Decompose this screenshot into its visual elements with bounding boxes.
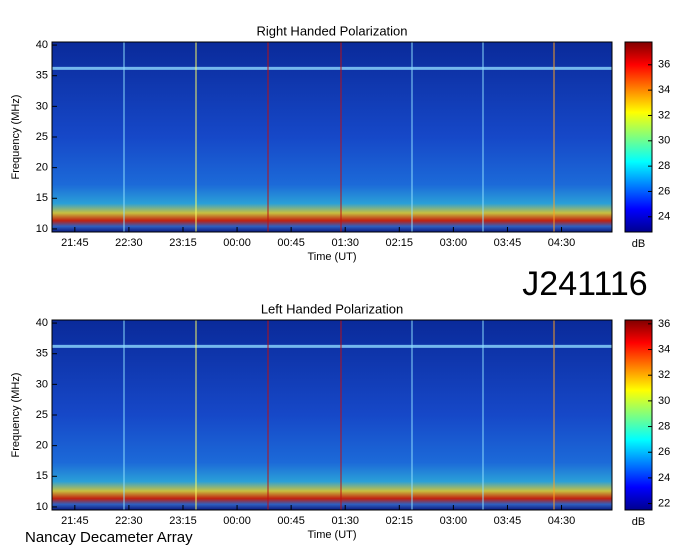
interference-band [52,344,612,348]
x-tick-label: 00:00 [223,515,251,527]
colorbar-tick-label: 24 [658,211,670,223]
x-tick-label: 03:45 [494,515,522,527]
colorbar-tick-label: 32 [658,109,670,121]
colorbar [624,41,653,233]
colorbar-label: dB [632,516,645,528]
colorbar-tick-label: 28 [658,420,670,432]
chart-title: Right Handed Polarization [256,23,407,38]
y-tick-label: 10 [36,501,48,513]
x-axis-label: Time (UT) [307,251,356,263]
y-tick-label: 15 [36,470,48,482]
x-tick-label: 23:15 [169,515,197,527]
x-tick-label: 04:30 [548,515,576,527]
spectrogram [52,320,612,510]
x-tick-label: 04:30 [548,237,576,249]
y-tick-label: 30 [36,378,48,390]
x-tick-label: 00:45 [277,237,305,249]
y-tick-label: 35 [36,348,48,360]
x-tick-label: 03:45 [494,237,522,249]
colorbar-tick-label: 36 [658,59,670,71]
x-tick-label: 22:30 [115,237,143,249]
x-tick-label: 02:15 [386,237,414,249]
colorbar-tick-label: 30 [658,395,670,407]
source: Nancay Decameter Array [25,529,193,546]
colorbar-label: dB [632,238,645,250]
colorbar-tick-label: 32 [658,369,670,381]
y-tick-label: 10 [36,223,48,235]
colorbar-tick-label: 26 [658,446,670,458]
observation-id: J241116 [522,265,647,303]
y-axis-label: Frequency (MHz) [10,373,22,458]
colorbar-tick-label: 36 [658,318,670,330]
y-tick-label: 35 [36,70,48,82]
colorbar-tick-label: 34 [658,84,670,96]
colorbar-tick-label: 26 [658,185,670,197]
x-tick-label: 03:00 [440,515,468,527]
x-axis-label: Time (UT) [307,529,356,541]
x-tick-label: 01:30 [331,515,359,527]
y-tick-label: 20 [36,440,48,452]
x-tick-label: 22:30 [115,515,143,527]
y-tick-label: 25 [36,131,48,143]
x-tick-label: 03:00 [440,237,468,249]
x-tick-label: 02:15 [386,515,414,527]
x-tick-label: 21:45 [61,515,89,527]
x-tick-label: 00:45 [277,515,305,527]
colorbar-tick-label: 22 [658,497,670,509]
interference-band [52,66,612,70]
y-tick-label: 20 [36,162,48,174]
spectrogram [52,42,612,232]
colorbar-tick-label: 30 [658,135,670,147]
x-tick-label: 23:15 [169,237,197,249]
y-tick-label: 30 [36,100,48,112]
y-tick-label: 15 [36,192,48,204]
y-tick-label: 25 [36,409,48,421]
y-tick-label: 40 [36,317,48,329]
colorbar-tick-label: 34 [658,343,670,355]
x-tick-label: 01:30 [331,237,359,249]
colorbar [624,319,653,511]
y-tick-label: 40 [36,39,48,51]
x-tick-label: 21:45 [61,237,89,249]
chart-title: Left Handed Polarization [261,301,403,316]
y-axis-label: Frequency (MHz) [10,95,22,180]
x-tick-label: 00:00 [223,237,251,249]
colorbar-tick-label: 28 [658,160,670,172]
colorbar-tick-label: 24 [658,472,670,484]
